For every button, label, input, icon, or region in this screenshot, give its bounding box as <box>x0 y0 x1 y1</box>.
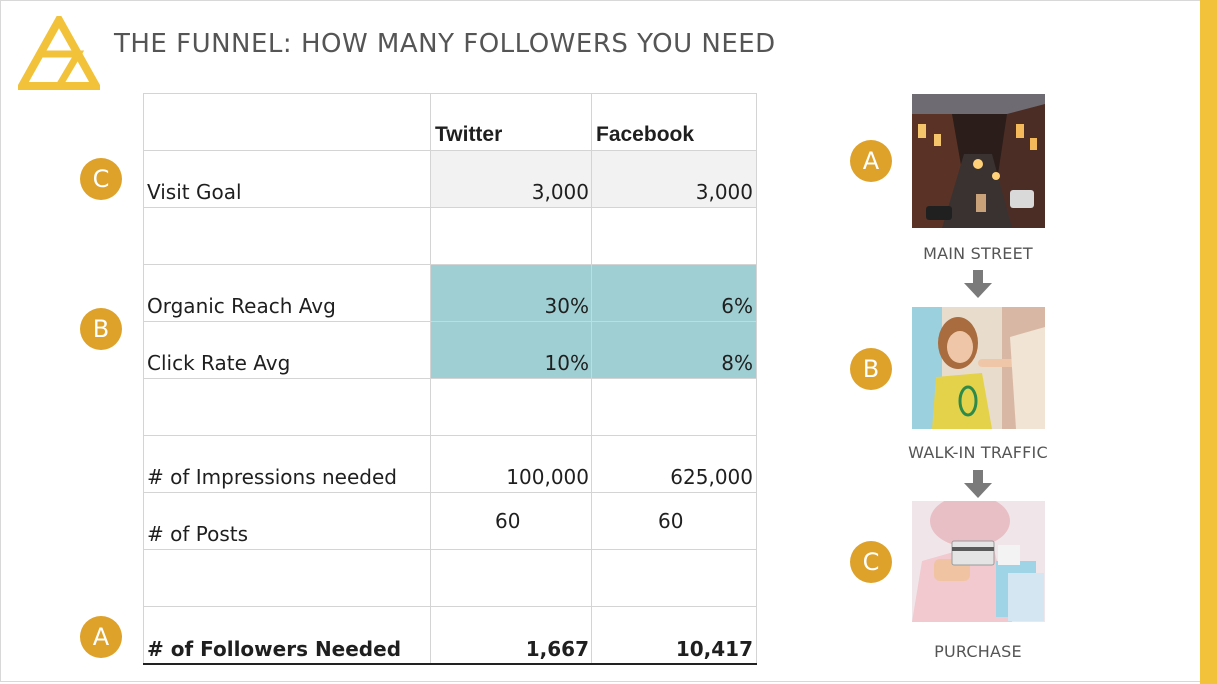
posts-facebook: 60 <box>658 509 684 533</box>
funnel-table: Twitter Facebook Visit Goal 3,000 3,000 … <box>143 93 757 665</box>
badge-b-rates: B <box>80 308 122 350</box>
visit-goal-facebook: 3,000 <box>695 180 753 204</box>
row-label-visit-goal: Visit Goal <box>147 180 242 204</box>
total-rule <box>143 663 757 665</box>
shopping-woman-photo-icon <box>912 307 1045 429</box>
arrow-down-icon <box>964 470 992 498</box>
visit-goal-twitter: 3,000 <box>531 180 589 204</box>
badge-b-funnel: B <box>850 348 892 390</box>
column-header-twitter: Twitter <box>435 123 503 146</box>
row-label-click-rate: Click Rate Avg <box>147 351 291 375</box>
followers-facebook: 10,417 <box>675 637 753 661</box>
click-rate-facebook: 8% <box>721 351 753 375</box>
impressions-twitter: 100,000 <box>506 465 589 489</box>
badge-a-funnel: A <box>850 140 892 182</box>
row-label-organic-reach: Organic Reach Avg <box>147 294 336 318</box>
column-header-facebook: Facebook <box>596 123 695 146</box>
badge-c-funnel: C <box>850 541 892 583</box>
row-label-posts: # of Posts <box>147 522 249 546</box>
accent-bar <box>1200 0 1217 684</box>
arrow-down-icon <box>964 270 992 298</box>
logo-icon <box>18 16 100 90</box>
badge-a-followers: A <box>80 616 122 658</box>
main-street-photo-icon <box>912 94 1045 228</box>
click-rate-twitter: 10% <box>544 351 589 375</box>
posts-twitter: 60 <box>495 509 521 533</box>
organic-reach-twitter: 30% <box>544 294 589 318</box>
badge-c-visit-goal: C <box>80 158 122 200</box>
caption-walk-in-traffic: WALK-IN TRAFFIC <box>908 443 1048 462</box>
followers-twitter: 1,667 <box>525 637 589 661</box>
card-payment-photo-icon <box>912 501 1045 622</box>
organic-reach-facebook: 6% <box>721 294 753 318</box>
caption-main-street: MAIN STREET <box>923 244 1033 263</box>
impressions-facebook: 625,000 <box>670 465 753 489</box>
caption-purchase: PURCHASE <box>934 642 1022 661</box>
row-label-followers-needed: # of Followers Needed <box>147 637 402 661</box>
page-title: THE FUNNEL: HOW MANY FOLLOWERS YOU NEED <box>114 29 776 59</box>
row-label-impressions: # of Impressions needed <box>147 465 397 489</box>
visit-goal-shading <box>431 150 757 207</box>
